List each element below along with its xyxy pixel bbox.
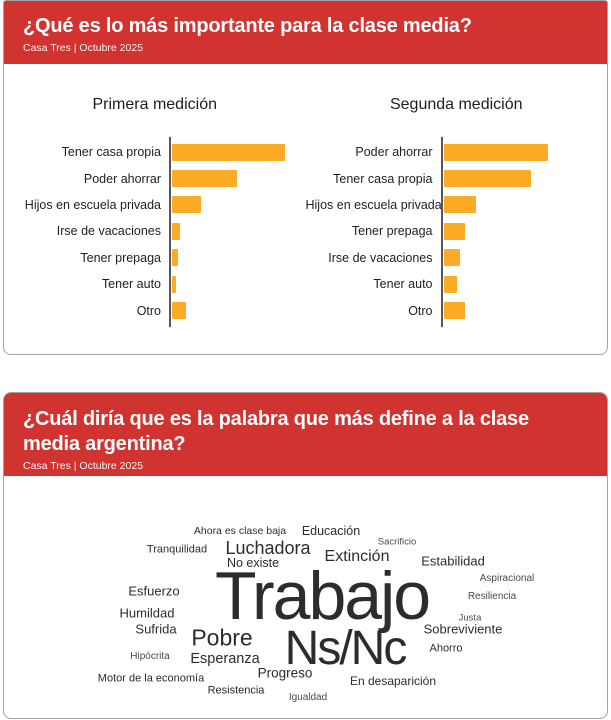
bar-track [441, 297, 608, 323]
bar-track [169, 297, 306, 323]
question-title: ¿Cuál diría que es la palabra que más de… [23, 408, 529, 455]
cloud-word: Hipócrita [130, 651, 170, 662]
question-card-importance: ¿Qué es lo más importante para la clase … [3, 0, 608, 355]
bar-label: Poder ahorrar [355, 145, 433, 160]
bar-label: Tener auto [101, 277, 161, 292]
bar-row: Tener casa propia [306, 165, 608, 191]
bar-row: Hijos en escuela privada [4, 192, 306, 218]
cloud-word: Esperanza [190, 650, 260, 667]
cloud-word: Tranquilidad [146, 543, 208, 556]
bar-row: Tener casa propia [4, 139, 306, 165]
cloud-word: No existe [226, 555, 280, 570]
bar-label: Hijos en escuela privada [24, 197, 161, 212]
cloud-word: Resiliencia [467, 591, 517, 602]
charts-row: Primera medición Tener casa propia Poder … [4, 64, 608, 327]
bar-label: Tener prepaga [80, 250, 161, 265]
cloud-word: Resistencia [207, 684, 265, 697]
bar-track [441, 271, 608, 297]
bar [443, 275, 457, 293]
source-caption: Casa Tres | Octubre 2025 [23, 460, 144, 472]
bar-label: Otro [408, 303, 433, 318]
bar [172, 302, 186, 320]
bar-track [169, 139, 306, 165]
cloud-word: En desaparición [349, 674, 437, 688]
card-header: ¿Cuál diría que es la palabra que más de… [4, 393, 607, 476]
cloud-word: Igualdad [288, 692, 328, 703]
question-title: ¿Qué es lo más importante para la clase … [23, 15, 472, 37]
cloud-word: Ns/Nc [284, 622, 408, 675]
bar [443, 143, 548, 161]
bar-label: Irse de vacaciones [328, 250, 433, 265]
chart-primera-medicion: Primera medición Tener casa propia Poder … [4, 77, 306, 327]
chart-title: Segunda medición [389, 96, 523, 113]
cloud-word: Sufrida [135, 621, 177, 637]
cloud-word: Ahora es clase baja [193, 524, 287, 537]
word-cloud: Trabajo Ns/Nc Pobre Luchadora Extinción Esper… [4, 476, 607, 718]
cloud-word: Pobre [191, 624, 253, 651]
cloud-word: Justa [458, 612, 482, 624]
cloud-word: Luchadora [225, 538, 311, 558]
bar [172, 275, 176, 293]
bar-row: Tener prepaga [306, 218, 608, 244]
bar-label: Poder ahorrar [83, 171, 161, 186]
bar-label: Tener casa propia [333, 171, 433, 186]
bar-label: Tener auto [373, 277, 433, 292]
card-header: ¿Qué es lo más importante para la clase … [4, 1, 607, 64]
bar-label: Hijos en escuela privada [305, 197, 442, 212]
bar-row: Tener prepaga [4, 245, 306, 271]
bar-track [169, 218, 306, 244]
bar [443, 196, 476, 214]
cloud-word: Extinción [324, 548, 390, 565]
bar [172, 249, 178, 267]
bar-row: Irse de vacaciones [4, 218, 306, 244]
chart-segunda-medicion: Segunda medición Poder ahorrar Tener casa… [306, 77, 608, 327]
bar-label: Tener casa propia [61, 145, 161, 160]
bar-chart: Tener casa propia Poder ahorrar Hijos en e… [4, 137, 306, 327]
cloud-word: Humildad [119, 605, 175, 621]
bar-track [441, 139, 608, 165]
bar-label: Otro [136, 303, 161, 318]
cloud-word: Motor de la economía [97, 672, 205, 685]
bar [172, 170, 237, 188]
bar-row: Hijos en escuela privada [306, 192, 608, 218]
cloud-word: Ahorro [429, 642, 463, 655]
bar-chart: Poder ahorrar Tener casa propia Hijos en e… [306, 137, 608, 327]
bar-row: Poder ahorrar [306, 139, 608, 165]
bar-track [441, 245, 608, 271]
bar-label: Irse de vacaciones [56, 224, 161, 239]
bar-track [441, 165, 608, 191]
cloud-word: Progreso [257, 665, 313, 681]
bar-track [169, 271, 306, 297]
cloud-word: Estabilidad [421, 553, 485, 569]
bar-track [441, 218, 608, 244]
cloud-word: Esfuerzo [128, 583, 180, 599]
bar [443, 170, 531, 188]
bar-track [169, 245, 306, 271]
cloud-word: Sobreviviente [423, 621, 503, 637]
bar-row: Tener auto [4, 271, 306, 297]
source-caption: Casa Tres | Octubre 2025 [23, 42, 144, 54]
bar-row: Irse de vacaciones [306, 245, 608, 271]
chart-title: Primera medición [92, 96, 217, 113]
cloud-word: Sacrificio [377, 536, 417, 548]
bar [172, 143, 285, 161]
bar-row: Otro [4, 297, 306, 323]
bar [443, 249, 460, 267]
bar-label: Tener prepaga [351, 224, 433, 239]
bar-row: Poder ahorrar [4, 165, 306, 191]
cloud-word: Aspiracional [479, 573, 535, 584]
bar-row: Tener auto [306, 271, 608, 297]
bar [172, 222, 180, 240]
bar-track [169, 165, 306, 191]
bar-track [441, 192, 608, 218]
bar-track [169, 192, 306, 218]
bar-row: Otro [306, 297, 608, 323]
bar [443, 302, 465, 320]
cloud-word: Trabajo [214, 558, 431, 634]
question-card-word: ¿Cuál diría que es la palabra que más de… [3, 392, 608, 719]
bar [172, 196, 201, 214]
cloud-word: Educación [301, 523, 361, 538]
bar [443, 222, 465, 240]
